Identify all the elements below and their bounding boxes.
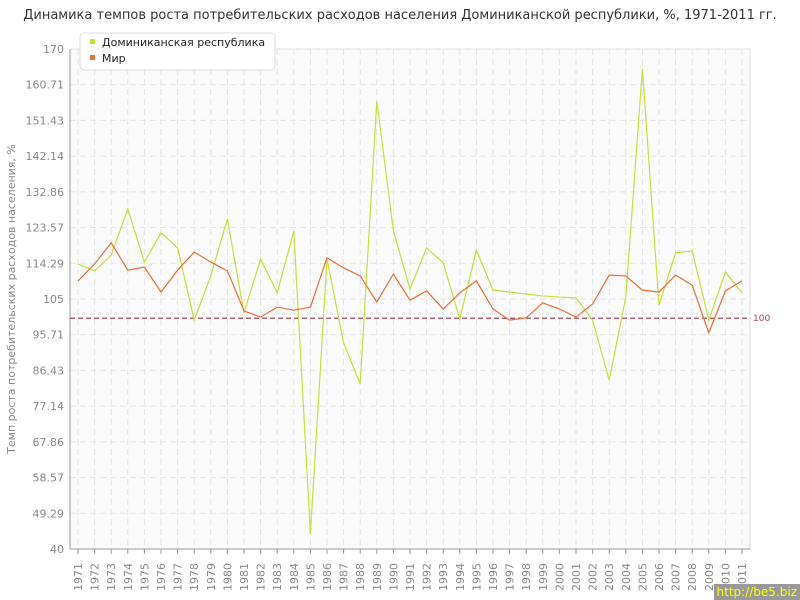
- x-tick-label: 1978: [188, 563, 201, 591]
- y-tick-label: 67.86: [33, 436, 65, 449]
- y-tick-label: 114.29: [26, 257, 65, 270]
- x-tick-label: 1986: [321, 563, 334, 591]
- x-tick-label: 2000: [553, 563, 566, 591]
- x-tick-label: 1979: [205, 563, 218, 591]
- chart-title: Динамика темпов роста потребительских ра…: [23, 8, 777, 23]
- x-tick-label: 1981: [238, 563, 251, 591]
- legend-marker: [90, 39, 95, 44]
- y-tick-label: 40: [50, 543, 64, 556]
- x-tick-label: 1973: [105, 563, 118, 591]
- y-tick-label: 151.43: [26, 114, 65, 127]
- y-tick-label: 123.57: [26, 222, 65, 235]
- x-tick-label: 1982: [255, 563, 268, 591]
- x-tick-label: 2003: [603, 563, 616, 591]
- y-tick-label: 142.14: [26, 150, 65, 163]
- x-tick-label: 1990: [387, 563, 400, 591]
- x-tick-label: 2001: [570, 563, 583, 591]
- x-tick-label: 1997: [504, 563, 517, 591]
- x-tick-label: 1975: [138, 563, 151, 591]
- x-tick-label: 2002: [587, 563, 600, 591]
- y-tick-label: 49.29: [33, 507, 65, 520]
- x-tick-label: 2004: [620, 563, 633, 591]
- y-tick-label: 132.86: [26, 186, 65, 199]
- y-tick-label: 58.57: [33, 472, 65, 485]
- x-tick-label: 1992: [421, 563, 434, 591]
- x-tick-label: 1971: [72, 563, 85, 591]
- y-axis-label: Темп роста потребительских расходов насе…: [5, 144, 18, 455]
- y-tick-label: 95.71: [33, 329, 65, 342]
- legend-marker: [90, 55, 95, 60]
- legend-label: Доминиканская республика: [102, 36, 265, 49]
- x-tick-label: 1999: [537, 563, 550, 591]
- x-tick-label: 1996: [487, 563, 500, 591]
- x-tick-label: 2009: [703, 563, 716, 591]
- y-tick-label: 105: [43, 293, 64, 306]
- watermark[interactable]: http://be5.biz: [713, 584, 800, 600]
- x-tick-label: 2007: [670, 563, 683, 591]
- x-tick-label: 1987: [338, 563, 351, 591]
- x-tick-label: 2005: [636, 563, 649, 591]
- x-tick-label: 1995: [470, 563, 483, 591]
- x-tick-label: 1972: [89, 563, 102, 591]
- x-tick-label: 1993: [437, 563, 450, 591]
- x-tick-label: 1988: [354, 563, 367, 591]
- y-tick-label: 77.14: [33, 400, 65, 413]
- reference-line-label: 100: [753, 314, 770, 324]
- x-tick-label: 1994: [454, 563, 467, 591]
- y-tick-label: 160.71: [26, 79, 65, 92]
- x-tick-label: 1989: [371, 563, 384, 591]
- x-tick-label: 1984: [288, 563, 301, 591]
- x-tick-label: 1991: [404, 563, 417, 591]
- x-tick-label: 1974: [122, 563, 135, 591]
- x-tick-label: 1983: [271, 563, 284, 591]
- x-tick-label: 1977: [172, 563, 185, 591]
- legend-label: Мир: [102, 52, 126, 65]
- y-tick-label: 170: [43, 43, 64, 56]
- x-tick-label: 1998: [520, 563, 533, 591]
- y-tick-label: 86.43: [33, 364, 65, 377]
- x-tick-label: 1976: [155, 563, 168, 591]
- legend: [79, 32, 276, 71]
- x-tick-label: 2008: [686, 563, 699, 591]
- x-tick-label: 2006: [653, 563, 666, 591]
- x-tick-label: 1985: [304, 563, 317, 591]
- x-tick-label: 1980: [221, 563, 234, 591]
